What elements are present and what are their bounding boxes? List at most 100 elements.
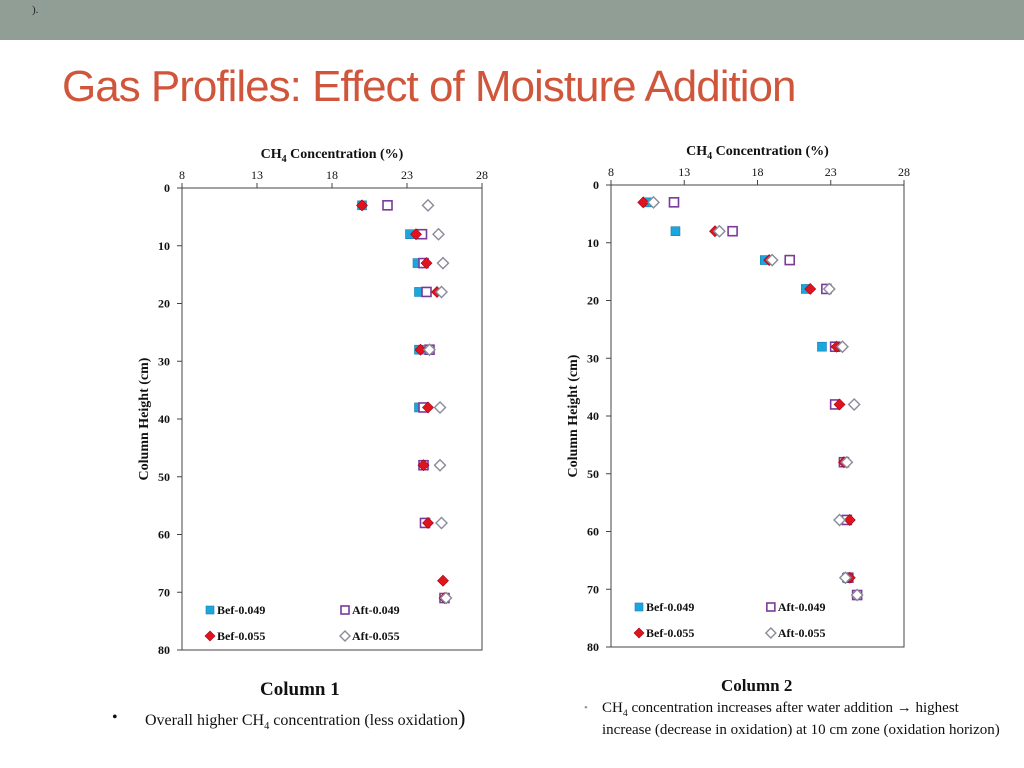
legend-marker bbox=[633, 627, 645, 639]
y-tick-label: 50 bbox=[158, 470, 170, 484]
data-point bbox=[435, 516, 448, 530]
data-point bbox=[436, 256, 450, 270]
data-point bbox=[843, 514, 856, 526]
bullet-subscript: 4 bbox=[264, 721, 270, 733]
bullet-text-part: concentration (less oxidation bbox=[269, 712, 459, 729]
y-tick-label: 20 bbox=[158, 297, 170, 311]
data-point bbox=[439, 591, 453, 605]
y-tick-label: 10 bbox=[587, 236, 599, 250]
legend-marker bbox=[340, 605, 350, 615]
data-point bbox=[433, 400, 447, 414]
y-tick-label: 0 bbox=[164, 181, 170, 195]
legend-label: Aft-0.049 bbox=[778, 600, 826, 614]
data-point bbox=[421, 198, 435, 212]
x-tick-label: 28 bbox=[476, 168, 488, 182]
data-point bbox=[410, 228, 422, 241]
banner-note: ). bbox=[32, 4, 39, 16]
data-point bbox=[382, 200, 393, 211]
bullet-text-part: ) bbox=[458, 705, 466, 730]
legend-marker bbox=[205, 605, 215, 615]
data-point bbox=[835, 340, 849, 354]
legend-marker bbox=[204, 630, 216, 642]
y-tick-label: 60 bbox=[587, 525, 599, 539]
y-tick-label: 50 bbox=[587, 467, 599, 481]
top-banner: ). bbox=[0, 0, 1024, 40]
data-point bbox=[668, 197, 680, 208]
x-tick-label: 18 bbox=[326, 168, 338, 182]
bullet-text-part: Overall higher CH bbox=[145, 712, 265, 729]
legend-label: Aft-0.049 bbox=[352, 603, 400, 617]
y-tick-label: 30 bbox=[587, 351, 599, 365]
x-axis-title: CH4 Concentration (%) bbox=[686, 144, 829, 162]
data-point bbox=[421, 286, 432, 298]
y-tick-label: 60 bbox=[158, 528, 170, 542]
legend-marker bbox=[764, 627, 777, 639]
legend-label: Aft-0.055 bbox=[352, 629, 400, 643]
bullet-text: CH4 concentration increases after water … bbox=[602, 700, 1004, 739]
bullet-text-part: CH bbox=[602, 700, 623, 716]
data-point bbox=[417, 459, 430, 472]
y-tick-label: 40 bbox=[158, 412, 170, 426]
legend-label: Bef-0.049 bbox=[646, 600, 694, 614]
x-axis-title: CH4 Concentration (%) bbox=[261, 147, 404, 165]
legend-marker bbox=[634, 602, 644, 612]
y-tick-label: 0 bbox=[593, 178, 599, 192]
chart-caption-column-1: Column 1 bbox=[260, 679, 340, 700]
legend-label: Bef-0.055 bbox=[646, 626, 694, 640]
data-point bbox=[432, 227, 445, 241]
y-axis-title: Column Height (cm) bbox=[566, 354, 581, 477]
bullet-column-1: • Overall higher CH4 concentration (less… bbox=[112, 704, 482, 741]
data-point bbox=[822, 282, 836, 296]
data-point bbox=[646, 195, 660, 209]
data-point bbox=[356, 199, 368, 212]
x-tick-label: 13 bbox=[678, 165, 690, 179]
data-point bbox=[422, 401, 434, 414]
data-point bbox=[817, 341, 827, 352]
data-point bbox=[423, 343, 436, 357]
data-point bbox=[437, 574, 449, 587]
legend-label: Bef-0.055 bbox=[217, 629, 265, 643]
slide-title: Gas Profiles: Effect of Moisture Additio… bbox=[62, 62, 796, 111]
data-point bbox=[784, 254, 796, 266]
legend-label: Aft-0.055 bbox=[778, 626, 826, 640]
data-point bbox=[833, 513, 847, 527]
bullet-subscript: 4 bbox=[622, 708, 628, 719]
y-tick-label: 80 bbox=[158, 643, 170, 657]
bullet-dot-icon: • bbox=[112, 709, 118, 726]
data-point bbox=[422, 517, 434, 529]
data-point bbox=[840, 455, 854, 469]
x-tick-label: 23 bbox=[401, 168, 413, 182]
y-tick-label: 70 bbox=[587, 582, 599, 596]
data-point bbox=[833, 398, 846, 411]
data-point bbox=[637, 196, 650, 209]
x-tick-label: 8 bbox=[179, 168, 185, 182]
x-tick-label: 23 bbox=[825, 165, 837, 179]
y-tick-label: 80 bbox=[587, 640, 599, 654]
y-tick-label: 30 bbox=[158, 354, 170, 368]
y-tick-label: 40 bbox=[587, 409, 599, 423]
legend-marker bbox=[339, 630, 351, 642]
data-point bbox=[435, 285, 448, 299]
data-point bbox=[712, 224, 726, 238]
bullet-column-2: • CH4 concentration increases after wate… bbox=[584, 700, 1004, 739]
data-point bbox=[420, 257, 433, 269]
y-tick-label: 70 bbox=[158, 585, 170, 599]
data-point bbox=[838, 571, 852, 585]
data-point bbox=[847, 397, 861, 411]
y-tick-label: 20 bbox=[587, 294, 599, 308]
bullet-dot-icon: • bbox=[584, 702, 588, 714]
data-point bbox=[727, 225, 738, 237]
data-point bbox=[850, 588, 864, 602]
bullet-text: Overall higher CH4 concentration (less o… bbox=[145, 704, 482, 741]
x-tick-label: 13 bbox=[251, 168, 263, 182]
y-tick-label: 10 bbox=[158, 239, 170, 253]
bullet-text-part: concentration increases after water addi… bbox=[602, 700, 1000, 738]
legend-marker bbox=[766, 602, 776, 612]
data-point bbox=[414, 343, 427, 356]
data-point bbox=[804, 283, 817, 295]
legend-label: Bef-0.049 bbox=[217, 603, 265, 617]
data-point bbox=[670, 226, 681, 236]
x-tick-label: 18 bbox=[752, 165, 764, 179]
